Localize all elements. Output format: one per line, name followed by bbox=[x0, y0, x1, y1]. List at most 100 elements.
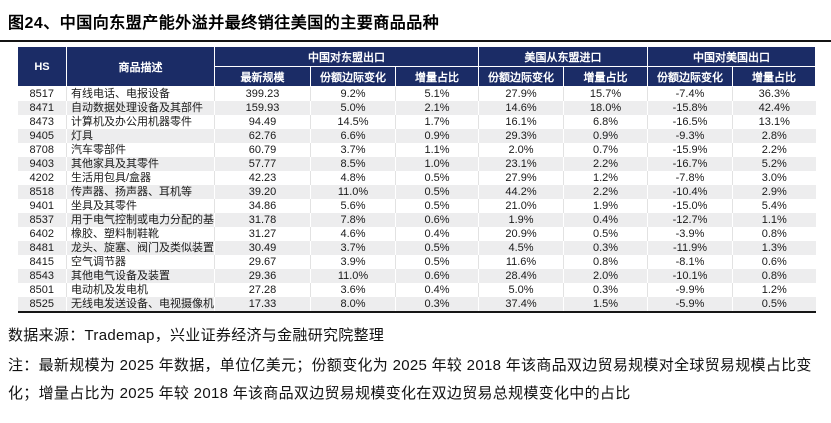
table-header: HS 商品描述 中国对东盟出口 美国从东盟进口 中国对美国出口 最新规模 份额边… bbox=[17, 46, 817, 87]
us-export-share-change-cell: -12.7% bbox=[647, 213, 734, 227]
asean-increment-share-cell: 2.1% bbox=[395, 101, 480, 115]
asean-share-change-cell: 5.6% bbox=[310, 199, 396, 213]
latest-scale-cell: 42.23 bbox=[214, 171, 311, 185]
hs-code-cell: 8415 bbox=[17, 255, 67, 269]
asean-share-change-cell: 3.7% bbox=[310, 143, 396, 157]
table-row: 8473 计算机及办公用机器零件 94.49 14.5% 1.7% 16.1% … bbox=[17, 115, 816, 129]
us-import-increment-share-cell: 0.4% bbox=[563, 213, 649, 227]
latest-scale-cell: 62.76 bbox=[214, 129, 311, 143]
col-header-hs: HS bbox=[17, 46, 67, 87]
product-description-cell: 生活用包具/盒器 bbox=[66, 171, 215, 185]
latest-scale-cell: 60.79 bbox=[214, 143, 311, 157]
latest-scale-cell: 17.33 bbox=[214, 297, 311, 312]
us-export-increment-share-cell: 3.0% bbox=[761, 172, 787, 184]
us-export-increment-share-cell: 13.1% bbox=[758, 116, 790, 128]
col-header-us-import-share-change: 份额边际变化 bbox=[478, 66, 565, 87]
product-description-cell: 传声器、扬声器、耳机等 bbox=[66, 185, 215, 199]
product-description-cell: 无线电发送设备、电视摄像机 bbox=[66, 297, 215, 312]
asean-share-change-cell: 14.5% bbox=[310, 115, 396, 129]
hs-code-cell: 8517 bbox=[17, 86, 67, 101]
product-description-cell: 用于电气控制或电力分配的基座 bbox=[66, 213, 215, 227]
us-export-increment-share-cell: 0.8% bbox=[761, 270, 787, 282]
asean-increment-share-cell: 1.0% bbox=[395, 157, 480, 171]
asean-share-change-cell: 5.0% bbox=[310, 101, 396, 115]
us-export-share-change-cell: -8.1% bbox=[647, 255, 734, 269]
us-export-share-change-cell: -11.9% bbox=[647, 241, 734, 255]
us-import-share-change-cell: 4.5% bbox=[478, 241, 565, 255]
title-divider bbox=[0, 40, 831, 42]
table-body: 8517 有线电话、电报设备 399.23 9.2% 5.1% 27.9% 15… bbox=[17, 86, 816, 312]
hs-code-cell: 9401 bbox=[17, 199, 67, 213]
hs-code-cell: 8537 bbox=[17, 213, 67, 227]
hs-code-cell: 8501 bbox=[17, 283, 67, 297]
asean-share-change-cell: 11.0% bbox=[310, 269, 396, 283]
us-export-increment-share-cell: 0.5% bbox=[761, 298, 787, 310]
us-import-share-change-cell: 29.3% bbox=[478, 129, 565, 143]
us-export-increment-share-cell: 1.1% bbox=[761, 214, 787, 226]
us-import-increment-share-cell: 0.3% bbox=[563, 283, 649, 297]
table-row: 8415 空气调节器 29.67 3.9% 0.5% 11.6% 0.8% -8… bbox=[17, 255, 816, 269]
product-description-cell: 其他家具及其零件 bbox=[66, 157, 215, 171]
asean-increment-share-cell: 0.6% bbox=[395, 269, 480, 283]
latest-scale-cell: 29.36 bbox=[214, 269, 311, 283]
hs-code-cell: 8543 bbox=[17, 269, 67, 283]
latest-scale-cell: 39.20 bbox=[214, 185, 311, 199]
us-import-increment-share-cell: 0.8% bbox=[563, 255, 649, 269]
latest-scale-cell: 94.49 bbox=[214, 115, 311, 129]
us-import-share-change-cell: 14.6% bbox=[478, 101, 565, 115]
latest-scale-cell: 30.49 bbox=[214, 241, 311, 255]
us-import-increment-share-cell: 0.7% bbox=[563, 143, 649, 157]
hs-code-cell: 6402 bbox=[17, 227, 67, 241]
us-import-share-change-cell: 28.4% bbox=[478, 269, 565, 283]
us-import-increment-share-cell: 2.0% bbox=[563, 269, 649, 283]
latest-scale-cell: 159.93 bbox=[214, 101, 311, 115]
us-export-share-change-cell: -15.0% bbox=[647, 199, 734, 213]
product-description-cell: 计算机及办公用机器零件 bbox=[66, 115, 215, 129]
asean-increment-share-cell: 0.4% bbox=[395, 283, 480, 297]
asean-increment-share-cell: 5.1% bbox=[395, 86, 480, 101]
us-export-share-change-cell: -7.4% bbox=[647, 86, 734, 101]
us-export-increment-share-cell: 1.2% bbox=[761, 284, 787, 296]
asean-share-change-cell: 3.7% bbox=[310, 241, 396, 255]
latest-scale-cell: 399.23 bbox=[214, 86, 311, 101]
us-export-share-change-cell: -3.9% bbox=[647, 227, 734, 241]
asean-share-change-cell: 8.0% bbox=[310, 297, 396, 312]
asean-share-change-cell: 4.6% bbox=[310, 227, 396, 241]
us-export-increment-share-cell: 0.6% bbox=[761, 256, 787, 268]
latest-scale-cell: 31.27 bbox=[214, 227, 311, 241]
asean-share-change-cell: 9.2% bbox=[310, 86, 396, 101]
table-row: 9403 其他家具及其零件 57.77 8.5% 1.0% 23.1% 2.2%… bbox=[17, 157, 816, 171]
figure-title: 图24、中国向东盟产能外溢并最终销往美国的主要商品品种 bbox=[8, 15, 440, 32]
us-export-increment-share-cell: 5.2% bbox=[761, 158, 787, 170]
us-import-share-change-cell: 1.9% bbox=[478, 213, 565, 227]
latest-scale-cell: 57.77 bbox=[214, 157, 311, 171]
hs-code-cell: 8473 bbox=[17, 115, 67, 129]
footnote: 注：最新规模为 2025 年数据，单位亿美元；份额变化为 2025 年较 201… bbox=[8, 357, 812, 402]
us-import-increment-share-cell: 6.8% bbox=[563, 115, 649, 129]
trade-data-table: HS 商品描述 中国对东盟出口 美国从东盟进口 中国对美国出口 最新规模 份额边… bbox=[17, 46, 817, 313]
us-export-share-change-cell: -10.1% bbox=[647, 269, 734, 283]
group-header-china-to-asean: 中国对东盟出口 bbox=[213, 46, 480, 67]
asean-share-change-cell: 11.0% bbox=[310, 185, 396, 199]
table-row: 8471 自动数据处理设备及其部件 159.93 5.0% 2.1% 14.6%… bbox=[17, 101, 816, 115]
hs-code-cell: 8481 bbox=[17, 241, 67, 255]
latest-scale-cell: 34.86 bbox=[214, 199, 311, 213]
us-export-share-change-cell: -15.8% bbox=[647, 101, 734, 115]
table-row: 8537 用于电气控制或电力分配的基座 31.78 7.8% 0.6% 1.9%… bbox=[17, 213, 816, 227]
hs-code-cell: 8525 bbox=[17, 297, 67, 312]
us-import-share-change-cell: 37.4% bbox=[478, 297, 565, 312]
product-description-cell: 其他电气设备及装置 bbox=[66, 269, 215, 283]
us-export-share-change-cell: -10.4% bbox=[647, 185, 734, 199]
asean-increment-share-cell: 0.5% bbox=[395, 171, 480, 185]
us-import-increment-share-cell: 2.2% bbox=[563, 157, 649, 171]
us-export-increment-share-cell: 2.9% bbox=[761, 186, 787, 198]
us-export-increment-share-cell: 42.4% bbox=[758, 102, 790, 114]
us-import-increment-share-cell: 15.7% bbox=[563, 86, 649, 101]
asean-increment-share-cell: 0.5% bbox=[395, 199, 480, 213]
us-import-share-change-cell: 16.1% bbox=[478, 115, 565, 129]
us-export-share-change-cell: -15.9% bbox=[647, 143, 734, 157]
col-header-us-import-increment-share: 增量占比 bbox=[563, 66, 649, 87]
us-import-increment-share-cell: 2.2% bbox=[563, 185, 649, 199]
hs-code-cell: 9403 bbox=[17, 157, 67, 171]
